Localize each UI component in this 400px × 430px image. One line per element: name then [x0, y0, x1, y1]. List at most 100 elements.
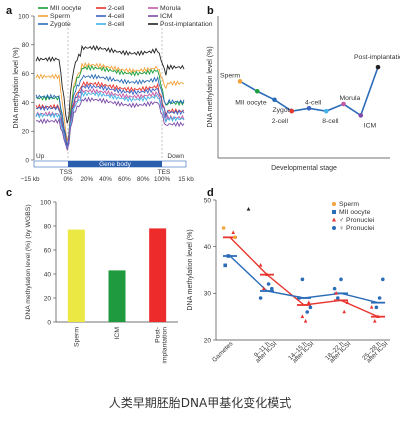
panel-a-series-line: [35, 83, 185, 148]
panel-a-region-label: TES: [158, 169, 171, 176]
panel-b-point-label: Sperm: [220, 72, 240, 79]
panel-d-data-point: [300, 277, 305, 282]
panel-a-x-tick-label: 0%: [63, 176, 73, 183]
panel-a-legend-label: Post-implantation: [160, 21, 213, 28]
panel-d-data-point: [297, 296, 302, 300]
panel-a-x-tick-label: 80%: [137, 176, 150, 183]
panel-a-x-tick-label: 20%: [80, 176, 93, 183]
panel-b-data-point: [272, 97, 277, 103]
panel-d-data-point: [233, 235, 237, 240]
panel-a-gene-body-bar: [68, 161, 162, 167]
panel-d-data-point: [339, 277, 343, 282]
panel-a-x-tick-label: 100%: [154, 176, 171, 183]
panel-a-y-tick-label: 0: [25, 157, 29, 164]
panel-d-legend-label: MII oocyte: [339, 209, 371, 216]
panel-d-data-point: [305, 310, 310, 314]
figure: a 0 20 40 60 80 100 DNA methylation level (%) Up…: [6, 5, 400, 365]
panel-d-y-tick-label: 40: [204, 244, 212, 251]
panel-b-data-point: [375, 64, 381, 70]
panel-c-y-tick-label: 80: [44, 223, 52, 230]
panel-d-data-point: [231, 230, 235, 234]
panel-d-y-axis-label: DNA methylation level (%): [187, 229, 194, 310]
panel-c-y-tick-label: 20: [44, 295, 52, 302]
panel-b-point-label: 2-cell: [272, 118, 289, 125]
panel-c-bar: [108, 270, 126, 322]
panel-d-data-point: [373, 319, 377, 323]
panel-c-bar: [67, 229, 85, 322]
panel-d-data-point: [374, 305, 379, 310]
panel-a-x-tick-label: 60%: [118, 176, 131, 183]
panel-b-y-axis-label: DNA methylation level (%): [207, 46, 214, 127]
panel-b-data-point: [254, 88, 260, 94]
panel-d-legend-marker: [332, 202, 336, 206]
panel-d-y-tick-label: 20: [204, 337, 212, 344]
panel-a-series-line: [35, 73, 185, 148]
panel-d-data-point: [307, 300, 311, 304]
panel-d-data-point: [336, 296, 340, 300]
panel-a-y-tick-label: 40: [22, 100, 30, 107]
panel-d-outlier-point: [246, 207, 251, 211]
panel-a-region-label: TSS: [60, 169, 73, 176]
panel-a-x-tick-label: −15 kb: [20, 176, 40, 183]
panel-b-point-label: Zygote: [273, 107, 294, 114]
panel-b-data-point: [323, 108, 329, 114]
panel-label-a: a: [6, 5, 13, 17]
panel-d-data-point: [308, 305, 313, 310]
panel-c-bar: [149, 228, 167, 322]
panel-d-legend-label: ♂ Pronuclei: [339, 217, 375, 224]
panel-d-data-point: [377, 296, 382, 300]
panel-a-y-axis-label: DNA methylation level (%): [13, 47, 20, 128]
panel-d-data-point: [345, 300, 350, 304]
panel-d-legend-marker: [332, 226, 336, 230]
panel-b-data-point: [237, 79, 243, 84]
panel-d-data-point: [266, 282, 271, 286]
panel-d-data-point: [300, 314, 305, 318]
figure-caption: 人类早期胚胎DNA甲基化变化模式: [108, 396, 292, 410]
panel-b-x-axis-label: Developmental stage: [271, 165, 337, 172]
panel-d-y-tick-label: 50: [204, 197, 212, 204]
panel-c-y-tick-label: 40: [44, 271, 52, 278]
panel-c-x-tick-label: implantation: [162, 327, 169, 364]
panel-d-x-tick-label: Gametes: [211, 340, 234, 363]
panel-d-data-point: [258, 263, 263, 267]
panel-a-legend-label: 8-cell: [108, 21, 125, 28]
panel-b-point-label: 4-cell: [305, 99, 322, 106]
panel-d-data-point: [369, 305, 374, 309]
panel-a-y-tick-label: 60: [22, 71, 30, 78]
panel-a-x-tick-label: 40%: [99, 176, 112, 183]
panel-d-data-point: [265, 272, 269, 276]
panel-a-series-line: [35, 64, 185, 148]
panel-a-legend-label: Morula: [160, 5, 181, 12]
panel-b-data-point: [306, 106, 312, 111]
panel-b-point-label: Morula: [340, 95, 361, 102]
panel-c-y-tick-label: 60: [44, 247, 52, 254]
panel-a-series-line: [35, 44, 185, 124]
panel-a-legend-label: MII oocyte: [50, 5, 82, 12]
panel-a-series-line: [35, 90, 185, 149]
panel-d-legend-label: Sperm: [339, 201, 359, 208]
panel-b-data-point: [358, 113, 364, 118]
panel-c-x-tick-label: Sperm: [73, 327, 80, 347]
panel-a-y-tick-label: 20: [22, 129, 30, 136]
panel-a-series-line: [35, 87, 185, 150]
panel-d-data-point: [262, 286, 266, 290]
panel-c-x-tick-label: Post-: [155, 327, 162, 343]
panel-a-y-tick-label: 80: [22, 42, 30, 49]
panel-d-data-point: [334, 291, 338, 295]
panel-d-data-point: [381, 277, 385, 282]
panel-a-region-label: Gene body: [99, 161, 132, 168]
panel-c-y-axis-label: DNA methylation level (%) (by WGBS): [25, 204, 32, 319]
panel-a-y-tick-label: 100: [18, 13, 29, 20]
panel-a-region-label: Down: [167, 153, 184, 160]
panel-d-data-point: [223, 263, 227, 268]
panel-d-data-point: [303, 319, 308, 323]
panel-d-data-point: [376, 314, 380, 318]
panel-a-legend-label: Zygote: [50, 21, 71, 28]
panel-d-data-point: [258, 296, 263, 300]
panel-d-data-point: [221, 226, 226, 230]
panel-b-data-point: [341, 101, 346, 107]
panel-b-point-label: MII oocyte: [235, 99, 267, 106]
panel-b-data-point: [289, 108, 295, 114]
panel-a-region-label: Up: [36, 153, 45, 160]
panel-d-legend-marker: [332, 210, 336, 214]
